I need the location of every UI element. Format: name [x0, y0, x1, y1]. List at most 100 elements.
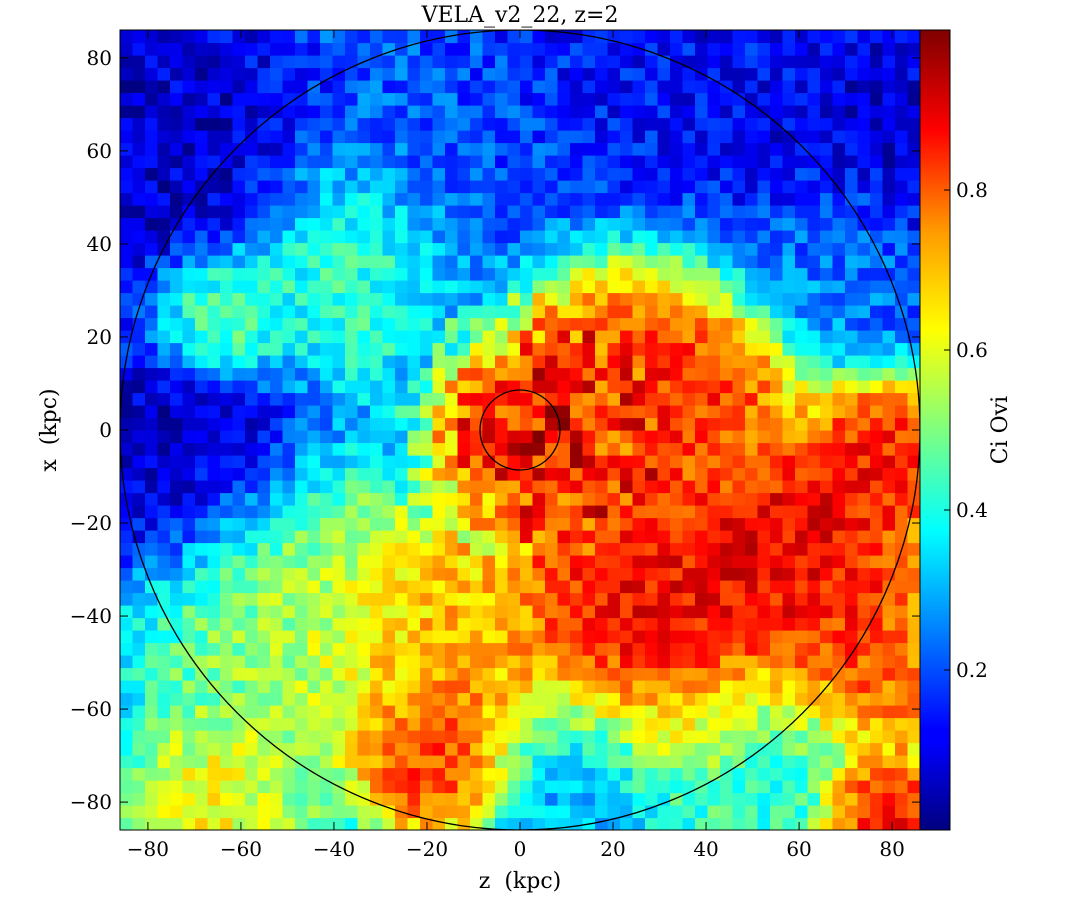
heatmap-cell [395, 717, 409, 731]
heatmap-cell [332, 742, 346, 756]
heatmap-cell [395, 492, 409, 506]
heatmap-cell [232, 605, 246, 619]
heatmap-cell [120, 405, 134, 419]
heatmap-cell [370, 780, 384, 794]
heatmap-cell [195, 92, 209, 106]
heatmap-cell [195, 755, 209, 769]
heatmap-cell [832, 180, 846, 194]
heatmap-cell [770, 30, 784, 44]
heatmap-cell [195, 80, 209, 94]
heatmap-cell [132, 205, 146, 219]
heatmap-cell [407, 67, 421, 81]
heatmap-cell [470, 517, 484, 531]
heatmap-cell [270, 417, 284, 431]
heatmap-cell [682, 317, 696, 331]
heatmap-cell [407, 280, 421, 294]
heatmap-cell [520, 792, 534, 806]
heatmap-cell [745, 492, 759, 506]
heatmap-cell [270, 442, 284, 456]
heatmap-cell [632, 667, 646, 681]
heatmap-cell [482, 417, 496, 431]
heatmap-cell [507, 455, 521, 469]
heatmap-cell [482, 717, 496, 731]
heatmap-cell [745, 30, 759, 44]
heatmap-cell [407, 555, 421, 569]
heatmap-cell [395, 705, 409, 719]
heatmap-cell [495, 42, 509, 56]
heatmap-cell [420, 355, 434, 369]
heatmap-cell [220, 355, 234, 369]
heatmap-cell [582, 655, 596, 669]
heatmap-cell [432, 180, 446, 194]
heatmap-cell [507, 817, 521, 830]
heatmap-cell [895, 680, 909, 694]
heatmap-cell [895, 592, 909, 606]
heatmap-cell [470, 180, 484, 194]
heatmap-cell [157, 805, 171, 819]
heatmap-cell [332, 792, 346, 806]
heatmap-cell [670, 105, 684, 119]
heatmap-cell [570, 380, 584, 394]
heatmap-cell [782, 355, 796, 369]
heatmap-cell [732, 430, 746, 444]
heatmap-cell [557, 630, 571, 644]
heatmap-cell [445, 280, 459, 294]
heatmap-cell [357, 405, 371, 419]
heatmap-cell [657, 480, 671, 494]
heatmap-cell [157, 492, 171, 506]
heatmap-cell [482, 805, 496, 819]
heatmap-cell [820, 367, 834, 381]
heatmap-cell [882, 692, 896, 706]
heatmap-cell [270, 130, 284, 144]
heatmap-cell [832, 567, 846, 581]
heatmap-cell [670, 230, 684, 244]
heatmap-cell [620, 817, 634, 830]
heatmap-cell [857, 730, 871, 744]
heatmap-cell [557, 55, 571, 69]
heatmap-cell [545, 42, 559, 56]
heatmap-cell [370, 517, 384, 531]
heatmap-cell [195, 142, 209, 156]
heatmap-cell [207, 467, 221, 481]
heatmap-cell [257, 717, 271, 731]
heatmap-cell [707, 242, 721, 256]
heatmap-cell [832, 555, 846, 569]
heatmap-cell [807, 367, 821, 381]
heatmap-cell [657, 555, 671, 569]
heatmap-cell [845, 305, 859, 319]
heatmap-cell [695, 455, 709, 469]
heatmap-cell [895, 105, 909, 119]
heatmap-cell [182, 305, 196, 319]
heatmap-cell [832, 367, 846, 381]
heatmap-cell [657, 630, 671, 644]
heatmap-cell [670, 505, 684, 519]
heatmap-cell [807, 817, 821, 830]
heatmap-cell [345, 730, 359, 744]
heatmap-cell [807, 392, 821, 406]
heatmap-cell [382, 805, 396, 819]
heatmap-cell [570, 280, 584, 294]
heatmap-cell [357, 180, 371, 194]
heatmap-cell [457, 80, 471, 94]
heatmap-cell [257, 792, 271, 806]
heatmap-cell [782, 280, 796, 294]
heatmap-cell [307, 217, 321, 231]
heatmap-cell [307, 417, 321, 431]
heatmap-cell [182, 380, 196, 394]
heatmap-cell [295, 380, 309, 394]
heatmap-cell [770, 305, 784, 319]
heatmap-cell [245, 155, 259, 169]
heatmap-cell [657, 655, 671, 669]
heatmap-cell [795, 330, 809, 344]
heatmap-cell [620, 180, 634, 194]
heatmap-cell [557, 367, 571, 381]
heatmap-cell [807, 492, 821, 506]
heatmap-cell [207, 630, 221, 644]
heatmap-cell [470, 730, 484, 744]
heatmap-cell [345, 117, 359, 131]
heatmap-cell [195, 680, 209, 694]
heatmap-cell [782, 655, 796, 669]
heatmap-cell [295, 192, 309, 206]
heatmap-cell [607, 42, 621, 56]
